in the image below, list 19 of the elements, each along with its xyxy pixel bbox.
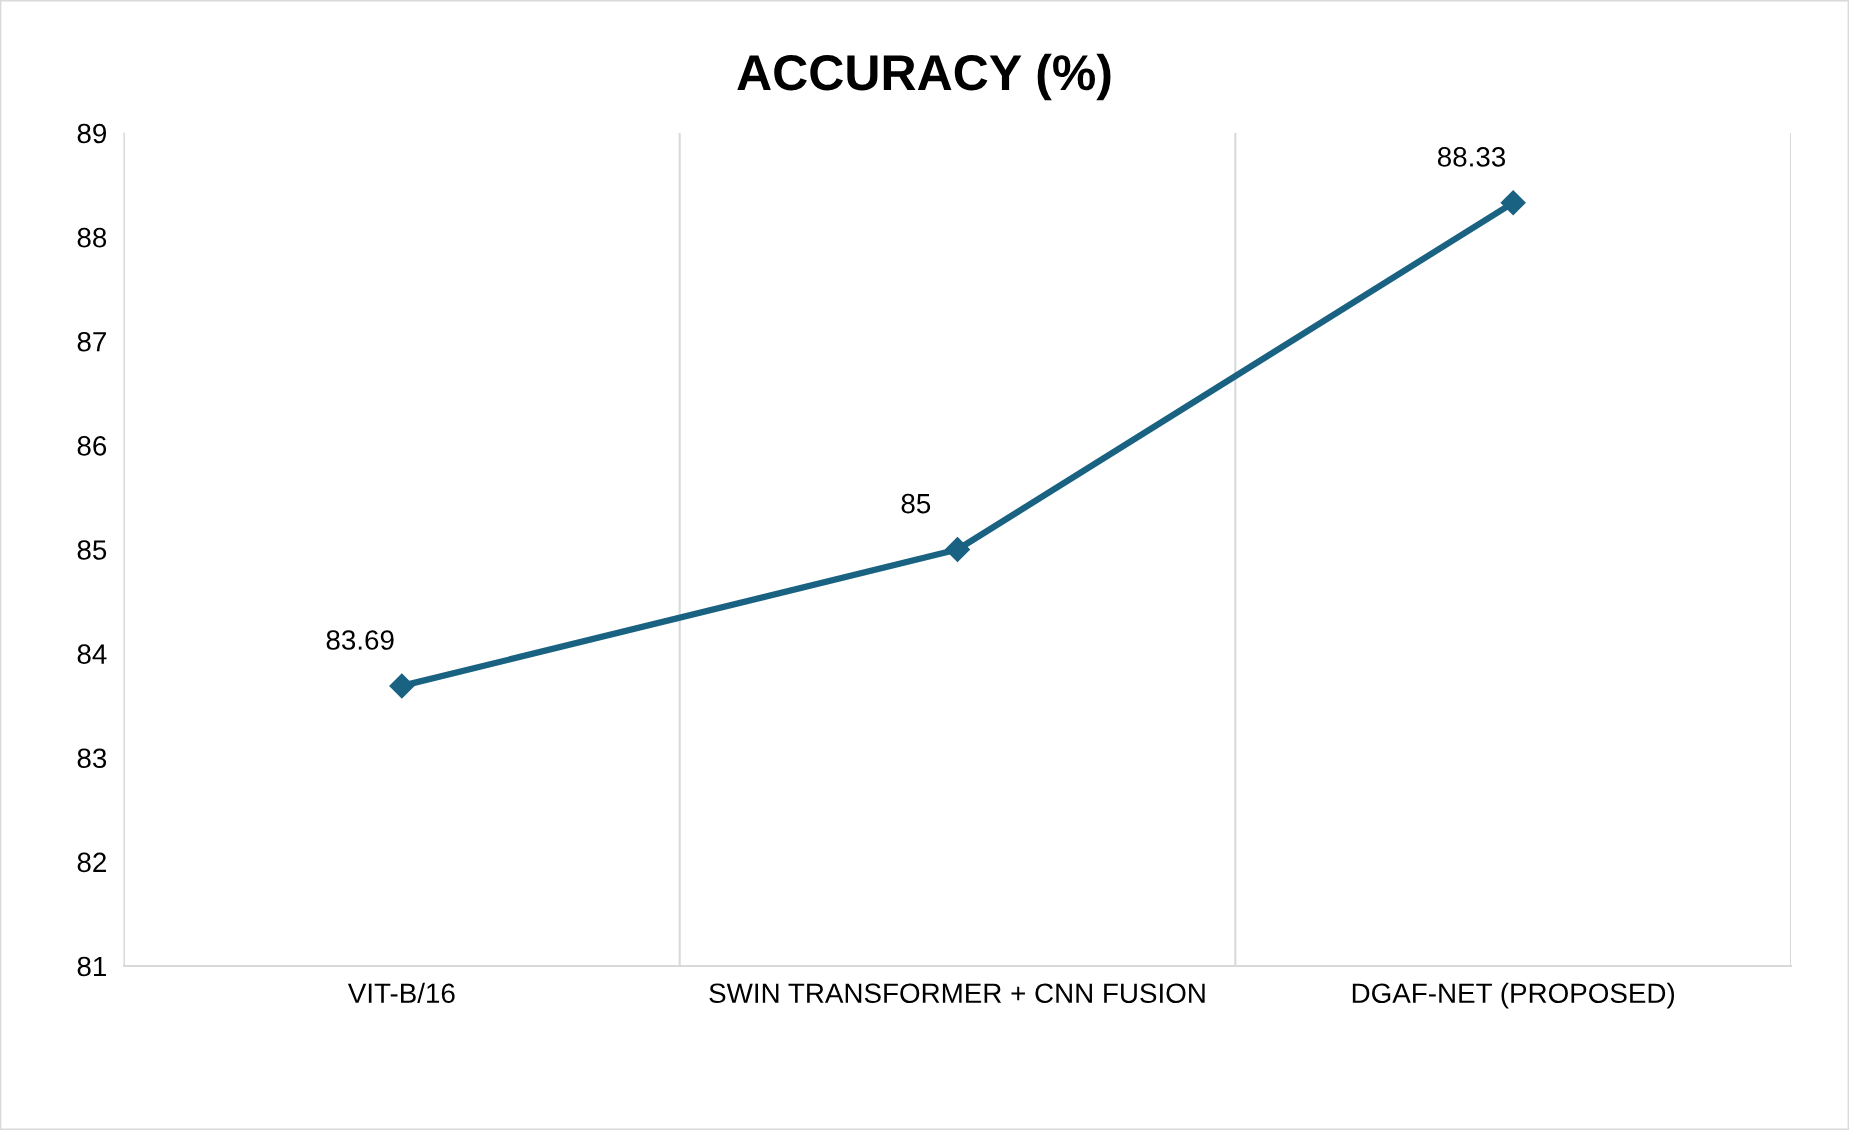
chart-title: ACCURACY (%) [737,53,1111,101]
y-tick-label: 87 [77,331,106,352]
data-label: 85 [901,493,931,514]
y-tick-label: 81 [77,956,106,977]
point [945,537,970,562]
data-label: 88.33 [1437,147,1506,167]
x-tick-label: DGAF-NET (PROPOSED) [1352,982,1675,1009]
y-tick-label: 83 [77,748,107,769]
y-tick-label: 84 [77,644,107,664]
y-tick-label: 85 [77,540,107,560]
x-tick-label: SWIN TRANSFORMER + CNN FUSION [709,983,1205,1004]
y-tick-label: 82 [77,852,106,873]
data-label: 83.69 [326,630,394,650]
y-tick-label: 86 [77,436,107,456]
point [1500,190,1526,216]
x-tick-label: VIT-B/16 [347,982,455,1004]
y-tick-label: 89 [77,123,107,144]
point [389,673,415,699]
y-tick-label: 88 [77,227,107,248]
